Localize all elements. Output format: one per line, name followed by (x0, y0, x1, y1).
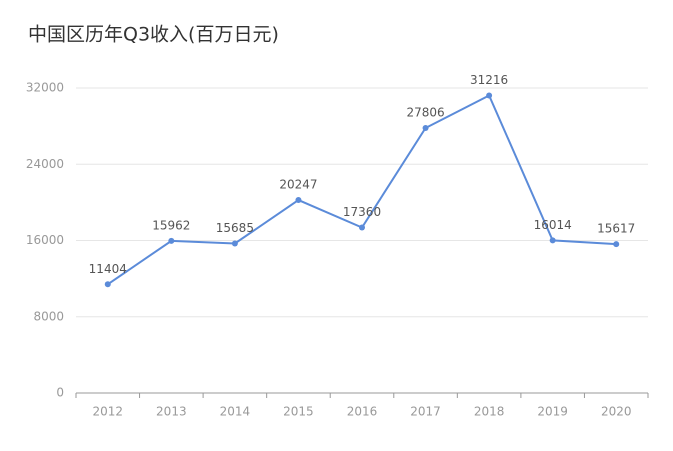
y-tick-label: 24000 (26, 157, 64, 171)
x-tick-label: 2018 (474, 405, 505, 419)
point (231, 240, 238, 247)
value-label: 27806 (406, 105, 444, 119)
point (549, 237, 556, 244)
x-tick-label: 2013 (156, 405, 187, 419)
point (359, 224, 365, 231)
x-tick-label: 2012 (93, 405, 124, 419)
value-label: 15685 (216, 221, 254, 235)
y-tick-label: 32000 (26, 81, 64, 95)
point (422, 124, 429, 131)
x-tick-label: 2020 (601, 405, 632, 419)
point (295, 197, 302, 204)
x-tick-label: 2014 (220, 405, 251, 419)
value-label: 15617 (597, 222, 635, 236)
value-label: 20247 (279, 178, 317, 192)
x-tick-label: 2015 (283, 405, 314, 419)
value-label: 17360 (343, 205, 381, 219)
point (613, 241, 620, 248)
value-label: 11404 (89, 262, 127, 276)
x-tick-label: 2017 (410, 405, 441, 419)
value-label: 16014 (534, 218, 572, 232)
point (168, 237, 175, 244)
y-tick-label: 0 (56, 386, 64, 400)
point (104, 281, 111, 288)
value-label: 15962 (152, 218, 190, 232)
chart-title: 中国区历年Q3收入(百万日元) (28, 24, 279, 46)
y-tick-label: 8000 (33, 309, 64, 323)
y-tick-label: 16000 (26, 233, 64, 247)
value-label: 31216 (470, 73, 508, 87)
x-tick-label: 2019 (537, 405, 568, 419)
x-tick-label: 2016 (347, 405, 378, 419)
point (486, 92, 493, 99)
line (107, 94, 617, 286)
